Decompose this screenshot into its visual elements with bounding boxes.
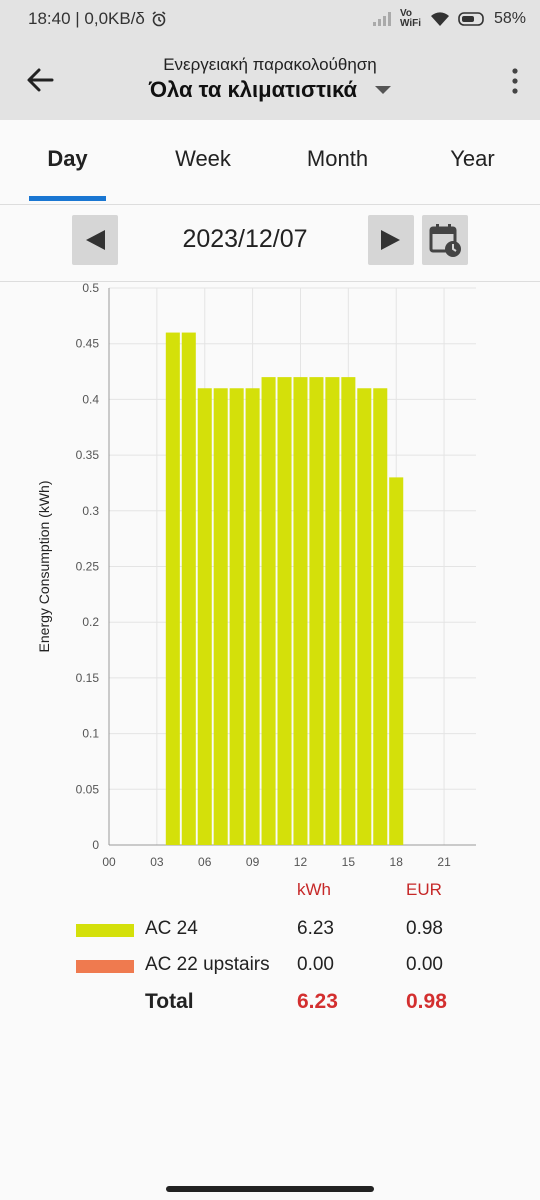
tab-indicator	[29, 196, 106, 201]
y-tick-label: 0.5	[82, 282, 99, 295]
x-tick-label: 06	[198, 855, 212, 869]
signal-icon	[372, 12, 391, 26]
y-tick-label: 0.05	[76, 782, 100, 796]
y-tick-label: 0.45	[76, 337, 100, 351]
legend-eur: 0.98	[406, 918, 443, 939]
x-tick-label: 21	[437, 855, 451, 869]
x-tick-label: 00	[102, 855, 116, 869]
y-axis-label: Energy Consumption (kWh)	[36, 481, 52, 653]
header-title: Όλα τα κλιματιστικά	[148, 77, 358, 102]
legend-row-ac22: AC 22 upstairs 0.00 0.00	[0, 950, 540, 982]
battery-icon	[458, 12, 484, 26]
calendar-button[interactable]	[422, 215, 468, 265]
tab-month[interactable]: Month	[306, 146, 369, 171]
legend-kwh: 6.23	[297, 918, 334, 939]
kwh-column-header: kWh	[297, 880, 331, 899]
header-subtitle: Ενεργειακή παρακολούθηση	[163, 55, 377, 74]
legend-swatch-ac22	[76, 960, 134, 973]
x-tick-label: 03	[150, 855, 164, 869]
tab-day[interactable]: Day	[47, 146, 88, 171]
header-titles[interactable]: Ενεργειακή παρακολούθηση Όλα τα κλιματισ…	[0, 55, 540, 103]
chart-bar	[277, 377, 292, 845]
battery-level: 58%	[493, 10, 526, 27]
y-tick-label: 0.4	[82, 392, 99, 406]
status-bar: 18:40 | 0,0KB/δ Vo WiFi 58%	[0, 0, 540, 40]
alarm-icon	[152, 11, 166, 27]
legend-name: AC 22 upstairs	[145, 954, 270, 975]
back-arrow-icon[interactable]	[24, 64, 56, 96]
legend-name: AC 24	[145, 918, 198, 939]
chart-bar	[229, 388, 244, 845]
chart-bar	[181, 332, 196, 845]
status-time: 18:40 | 0,0KB/δ	[28, 9, 145, 28]
total-eur: 0.98	[406, 990, 447, 1013]
chart-bar	[341, 377, 356, 845]
status-left: 18:40 | 0,0KB/δ	[28, 9, 167, 29]
y-tick-label: 0.3	[82, 504, 99, 518]
chart-bar	[213, 388, 228, 845]
eur-column-header: EUR	[406, 880, 442, 899]
period-tabs: Day Week Month Year	[0, 120, 540, 205]
chart-bar	[261, 377, 276, 845]
chart-bar	[197, 388, 212, 845]
previous-day-button[interactable]	[72, 215, 118, 265]
chart-bar	[309, 377, 324, 845]
y-tick-label: 0	[92, 838, 99, 852]
chevron-down-icon	[375, 86, 392, 94]
x-tick-label: 09	[246, 855, 260, 869]
total-kwh: 6.23	[297, 990, 338, 1013]
triangle-right-icon	[381, 230, 400, 250]
chart-bar	[389, 477, 404, 845]
tab-week[interactable]: Week	[175, 146, 231, 171]
y-tick-label: 0.2	[82, 615, 99, 629]
triangle-left-icon	[86, 230, 105, 250]
y-tick-label: 0.35	[76, 448, 100, 462]
legend-row-total: Total 6.23 0.98	[0, 986, 540, 1018]
app-bar: Ενεργειακή παρακολούθηση Όλα τα κλιματισ…	[0, 40, 540, 120]
current-date: 2023/12/07	[182, 225, 308, 253]
y-tick-label: 0.25	[76, 560, 100, 574]
network-label: Vo WiFi	[399, 8, 421, 29]
wifi-icon	[430, 12, 449, 26]
legend-eur: 0.00	[406, 954, 443, 975]
y-tick-label: 0.1	[82, 727, 99, 741]
x-tick-label: 18	[390, 855, 404, 869]
device-selector[interactable]: Όλα τα κλιματιστικά	[148, 77, 392, 103]
legend-kwh: 0.00	[297, 954, 334, 975]
chart-bar	[165, 332, 180, 845]
more-options-icon[interactable]	[512, 68, 518, 94]
energy-chart: 0 0.05 0.1 0.15 0.2 0.25 0.3 0.35 0.4 0.45 0.5 00 03…	[36, 282, 476, 869]
y-tick-label: 0.15	[76, 671, 100, 685]
tab-year[interactable]: Year	[450, 146, 495, 171]
calendar-clock-icon	[429, 224, 461, 257]
x-tick-label: 12	[294, 855, 308, 869]
chart-bar	[325, 377, 340, 845]
x-tick-label: 15	[342, 855, 356, 869]
next-day-button[interactable]	[368, 215, 414, 265]
legend-swatch-ac24	[76, 924, 134, 937]
chart-bar	[357, 388, 372, 845]
chart-bar	[245, 388, 260, 845]
home-indicator	[166, 1186, 374, 1192]
total-label: Total	[145, 990, 194, 1013]
chart-bar	[373, 388, 388, 845]
chart-bar	[293, 377, 308, 845]
status-right: Vo WiFi 58%	[372, 9, 526, 29]
legend-row-ac24: AC 24 6.23 0.98	[0, 914, 540, 946]
date-navigator: 2023/12/07	[0, 205, 540, 282]
